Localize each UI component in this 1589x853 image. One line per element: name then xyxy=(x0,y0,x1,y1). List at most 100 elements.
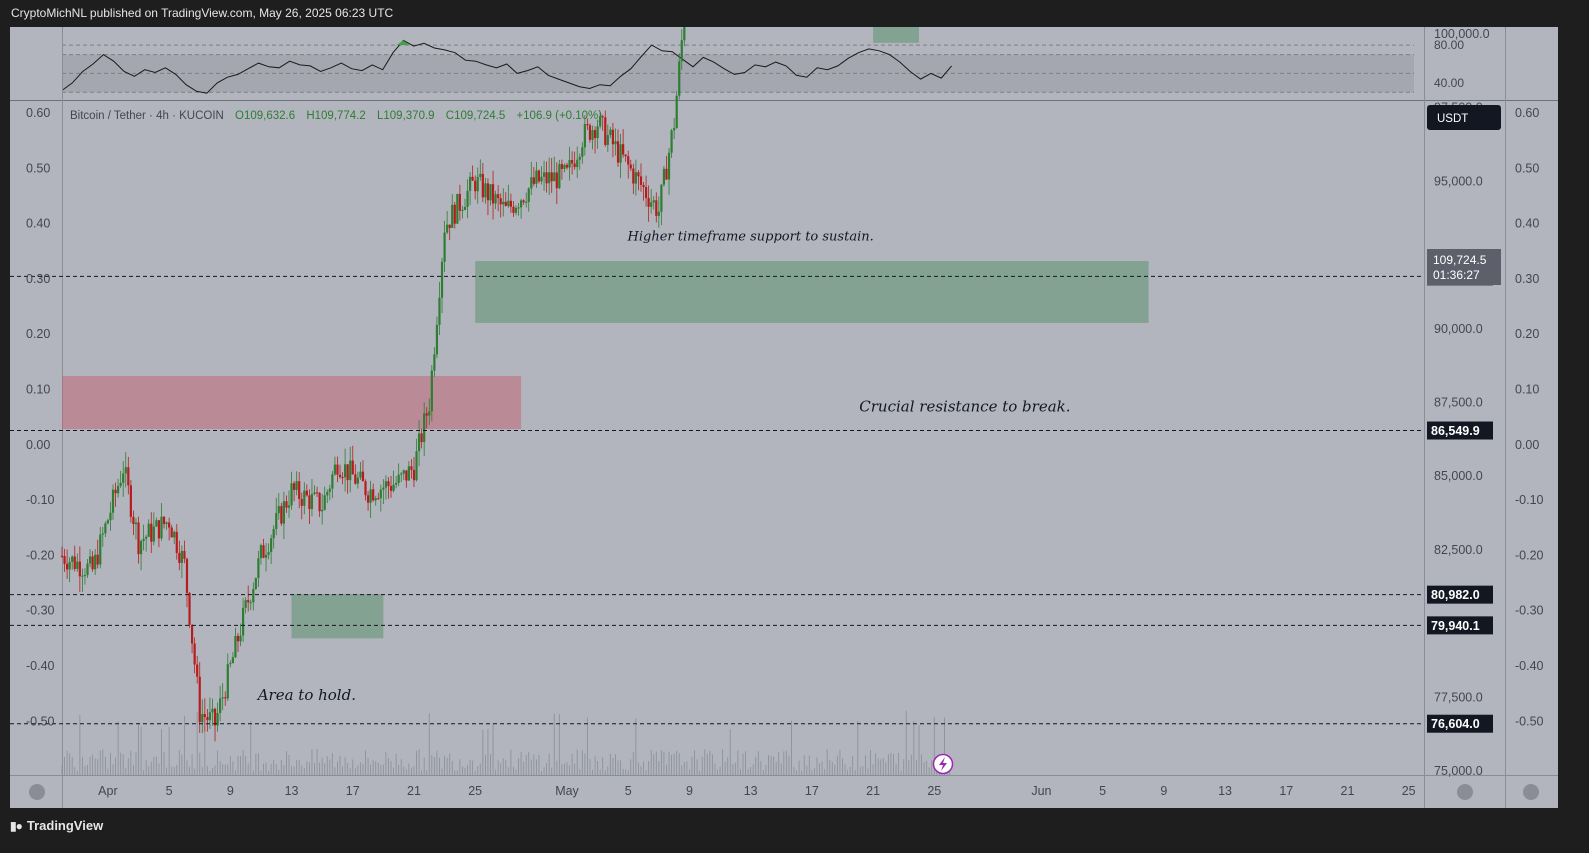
auto-scale-button[interactable] xyxy=(1457,784,1473,800)
candle-body xyxy=(616,141,620,163)
symbol-name: Bitcoin / Tether · 4h · KUCOIN xyxy=(70,110,224,122)
candle-body xyxy=(606,135,609,145)
candle-body xyxy=(512,206,515,213)
candle-body xyxy=(644,187,648,198)
candle-body xyxy=(99,534,102,565)
candle-body xyxy=(611,129,615,145)
candle-body xyxy=(361,471,365,482)
candle-body xyxy=(392,484,395,491)
candle-body xyxy=(277,506,280,514)
candle-body xyxy=(497,194,500,199)
candle-body xyxy=(280,506,283,524)
time-tick-label: Apr xyxy=(98,784,117,798)
candle-body xyxy=(81,575,84,577)
candle-body xyxy=(667,152,671,180)
current-price-value: 109,724.5 xyxy=(1433,253,1487,267)
currency-badge[interactable]: USDT xyxy=(1427,105,1501,130)
candle-body xyxy=(86,563,89,576)
candle-body xyxy=(198,676,201,723)
lightning-icon[interactable] xyxy=(932,753,954,775)
candle-body xyxy=(438,297,441,325)
candle-body xyxy=(662,168,666,185)
candle-body xyxy=(134,522,138,525)
candle-body xyxy=(550,172,553,182)
oscillator-pane: 80.00 40.00 xyxy=(61,38,1464,94)
candle-body xyxy=(632,168,635,184)
candle-body xyxy=(119,482,122,486)
tradingview-logo-icon: ▮● xyxy=(10,818,23,833)
settings-button[interactable] xyxy=(29,784,45,800)
publisher-text: CryptoMichNL published on TradingView.co… xyxy=(11,6,394,20)
candle-body xyxy=(481,173,484,198)
candle-body xyxy=(168,522,171,528)
candle-body xyxy=(468,176,472,191)
countdown-timer: 01:36:27 xyxy=(1433,268,1480,282)
candle-body xyxy=(323,495,326,510)
candle-body xyxy=(101,533,104,535)
candle-body xyxy=(190,624,194,644)
candle-body xyxy=(211,708,214,713)
candle-body xyxy=(420,433,423,443)
chart-annotation: Higher timeframe support to sustain. xyxy=(627,229,874,244)
price-change: +106.9 (+0.10%) xyxy=(516,110,602,122)
candle-body xyxy=(474,180,477,192)
left-axis-tick-label: 0.40 xyxy=(26,217,50,231)
candle-body xyxy=(241,607,245,636)
candle-body xyxy=(78,561,81,577)
candle-body xyxy=(593,130,597,139)
time-tick-label: 13 xyxy=(285,784,299,798)
price-tick-label: 100,000.0 xyxy=(1434,27,1490,41)
time-tick-label: 5 xyxy=(166,784,173,798)
candle-body xyxy=(548,172,551,184)
level-label-box xyxy=(1427,421,1493,440)
time-tick-label: 25 xyxy=(927,784,941,798)
candle-body xyxy=(346,464,349,481)
tradingview-logo[interactable]: ▮● TradingView xyxy=(10,818,103,833)
candle-body xyxy=(180,550,183,563)
candle-body xyxy=(341,477,344,479)
candle-body xyxy=(525,201,528,203)
candle-body xyxy=(675,95,678,129)
candle-body xyxy=(560,164,564,169)
candle-body xyxy=(433,354,436,371)
candle-body xyxy=(451,204,454,228)
time-tick-label: 17 xyxy=(1279,784,1293,798)
tradingview-logo-text: TradingView xyxy=(26,818,104,833)
footer-bar xyxy=(0,808,1589,853)
candle-body xyxy=(440,261,444,298)
candle-body xyxy=(609,129,612,136)
log-scale-button[interactable] xyxy=(1523,784,1539,800)
candle-body xyxy=(282,501,285,524)
candle-body xyxy=(73,556,76,569)
candle-body xyxy=(596,126,599,139)
right-axis-tick-label: 0.00 xyxy=(1515,438,1539,452)
symbol-legend[interactable]: Bitcoin / Tether · 4h · KUCOIN O109,632.… xyxy=(70,110,602,122)
candle-body xyxy=(226,664,229,699)
candle-body xyxy=(430,370,433,412)
price-tick-label: 85,000.0 xyxy=(1434,469,1483,483)
candle-body xyxy=(338,474,342,478)
candle-body xyxy=(244,600,247,608)
level-label: 79,940.1 xyxy=(1431,619,1480,633)
time-tick-label: 5 xyxy=(1099,784,1106,798)
candle-body xyxy=(629,164,632,169)
candle-body xyxy=(137,522,140,555)
candle-body xyxy=(573,163,576,168)
time-tick-label: 9 xyxy=(686,784,693,798)
candle-body xyxy=(374,498,377,501)
candle-body xyxy=(326,491,329,496)
candle-body xyxy=(588,125,592,140)
candle-body xyxy=(586,124,589,126)
left-axis-tick-label: 0.60 xyxy=(26,106,50,120)
price-grid xyxy=(10,27,1558,808)
ohlc-low: L109,370.9 xyxy=(377,110,435,122)
candle-body xyxy=(599,116,602,127)
candle-body xyxy=(91,556,94,570)
candle-body xyxy=(219,698,222,714)
candle-body xyxy=(196,664,199,677)
candle-body xyxy=(185,558,189,593)
candle-body xyxy=(221,697,224,699)
time-tick-label: 13 xyxy=(744,784,758,798)
